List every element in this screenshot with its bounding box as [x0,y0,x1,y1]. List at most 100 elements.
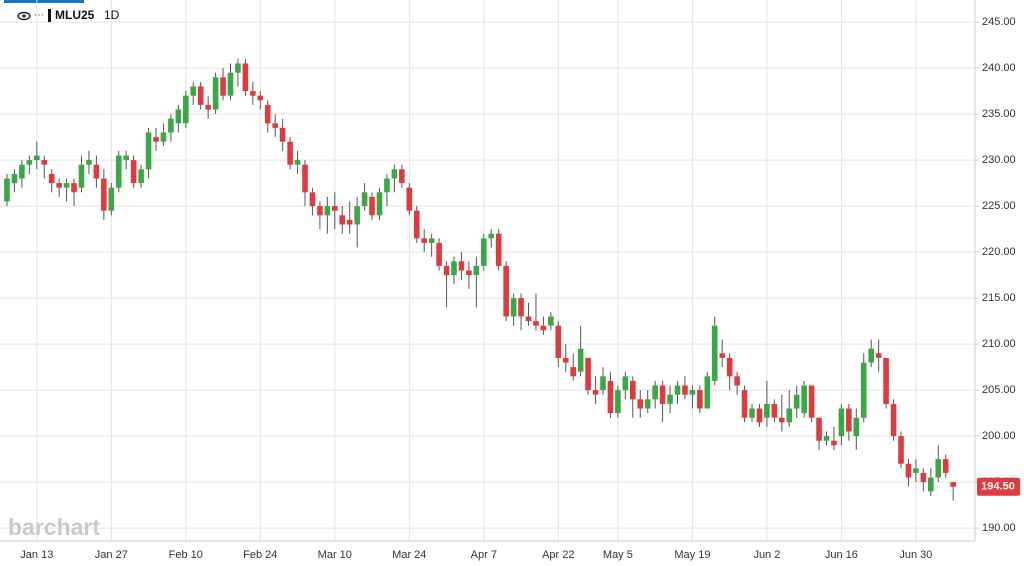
last-price-label: 194.50 [981,481,1015,493]
candle-body [689,390,696,395]
candle-body [376,192,383,216]
candle-body [808,385,815,418]
candle-body [212,77,219,110]
y-tick-label: 225.00 [982,200,1016,212]
candle-body [644,399,651,409]
candle-body [749,408,755,418]
interval: 1D [104,8,120,22]
candle-body [63,183,70,188]
candle-body [823,436,830,441]
candle-body [659,385,666,404]
eye-pupil [22,14,26,18]
x-tick-label: Mar 10 [318,549,352,561]
candle-body [227,72,234,96]
candle-body [615,390,621,414]
candle-body [607,380,614,414]
candle-body [71,183,77,193]
candle-body [361,192,368,207]
candle-body [816,417,822,441]
candle-body [324,206,331,216]
y-tick-label: 230.00 [982,154,1016,166]
candle-body [130,160,137,184]
candle-body [138,169,144,184]
active-tab-bar [4,0,84,3]
candle-body [600,376,606,391]
candle-body [875,353,882,358]
candle-body [250,91,256,96]
candle-body [473,265,480,276]
candle-body [883,357,889,404]
candle-body [19,164,25,179]
candle-body [264,104,271,124]
candle-body [197,86,204,105]
x-tick-label: Jun 30 [899,549,932,561]
grid [0,0,979,541]
x-tick-label: May 5 [603,549,633,561]
x-tick-label: Apr 7 [471,549,497,561]
candle-body [726,357,733,377]
symbol: MLU25 [55,8,95,22]
candle-body [78,164,85,188]
candle-body [4,178,10,202]
candle-body [518,298,524,317]
x-tick-label: Mar 24 [392,549,426,561]
candle-body [756,408,763,423]
candle-body [950,482,956,487]
candle-body [428,238,435,243]
candle-body [481,238,487,266]
candle-body [913,468,919,473]
candle-body [592,390,599,395]
x-tick-label: May 19 [674,549,710,561]
candle-body [533,321,539,326]
legend: ··· MLU25 1D [17,8,120,22]
candle-body [332,206,338,211]
candle-body [555,325,562,358]
candle-body [108,187,115,211]
candle-body [466,270,472,276]
candle-body [764,403,770,418]
candle-body [56,183,62,188]
candle-body [458,261,465,271]
candle-body [779,417,785,423]
x-tick-label: Jan 27 [95,549,128,561]
candle-body [391,169,398,179]
menu-dots[interactable]: ··· [34,10,44,21]
candle-body [346,219,353,225]
x-tick-label: Jan 13 [20,549,53,561]
eye-icon[interactable] [17,11,31,21]
candle-body [436,242,442,266]
candle-body [503,265,509,317]
candle-body [935,459,942,478]
candles [4,58,956,501]
candle-body [317,206,323,216]
candle-body [26,160,33,165]
candle-body [160,132,167,142]
candle-body [101,178,107,211]
candle-body [93,164,100,179]
candle-body [734,376,740,386]
candle-body [562,357,569,363]
y-tick-label: 245.00 [982,16,1016,28]
y-tick-label: 200.00 [982,430,1016,442]
candle-body [153,137,159,142]
candle-body [667,394,673,404]
candle-body [838,408,845,437]
candle-body [294,160,301,165]
candle-body [399,169,405,184]
candle-body [175,109,182,124]
candle-body [585,357,591,391]
x-tick-label: Feb 24 [243,549,277,561]
candle-body [898,436,904,464]
candle-body [630,380,636,400]
candle-body [548,316,554,326]
candle-body [786,408,793,423]
y-tick-label: 220.00 [982,246,1016,258]
candle-body [413,210,420,239]
x-tick-label: Feb 10 [169,549,203,561]
candle-body [719,353,725,358]
watermark: barchart [8,514,100,540]
candle-body [168,118,174,133]
y-tick-label: 235.00 [982,108,1016,120]
candle-body [890,403,897,437]
